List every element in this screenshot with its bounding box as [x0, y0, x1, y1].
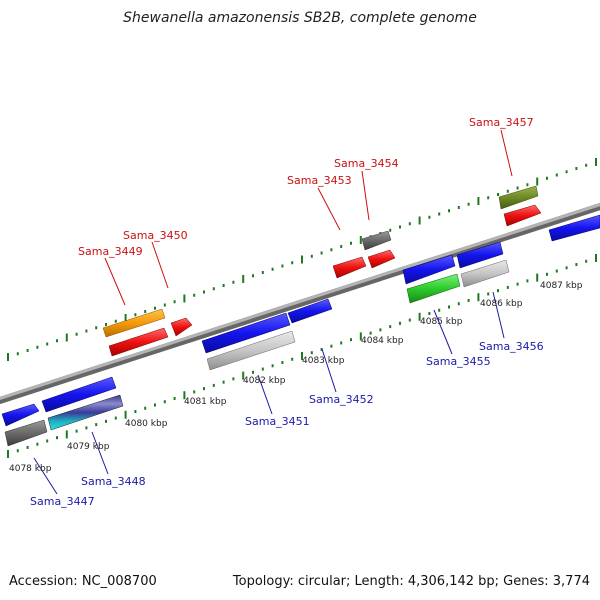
- gene-label[interactable]: Sama_3450: [123, 229, 188, 242]
- kbp-label: 4081 kbp: [184, 397, 227, 407]
- gene-arrow-blue[interactable]: [456, 241, 504, 269]
- gene-label[interactable]: Sama_3453: [287, 174, 352, 187]
- kbp-label: 4082 kbp: [243, 376, 286, 386]
- gene-label[interactable]: Sama_3455: [426, 355, 491, 368]
- gene-label[interactable]: Sama_3457: [469, 116, 534, 129]
- gene-label[interactable]: Sama_3451: [245, 415, 310, 428]
- leader-line: [500, 129, 513, 177]
- map-title: Shewanella amazonensis SB2B, complete ge…: [123, 10, 477, 26]
- gene-arrow-striped[interactable]: [47, 394, 124, 431]
- leader-line: [317, 187, 341, 231]
- tick-row-upper: [7, 158, 597, 361]
- gene-arrow-light-gray[interactable]: [206, 330, 296, 371]
- genome-backbone-shadow: [0, 202, 600, 405]
- gene-arrow-red[interactable]: [332, 256, 367, 279]
- gene-arrow-red[interactable]: [170, 317, 193, 337]
- leader-line: [492, 291, 505, 339]
- leader-line: [91, 431, 109, 475]
- leader-line: [104, 257, 126, 306]
- kbp-label: 4078 kbp: [9, 464, 52, 474]
- gene-arrow-blue[interactable]: [548, 214, 600, 242]
- kbp-label: 4087 kbp: [540, 281, 583, 291]
- gene-label[interactable]: Sama_3454: [334, 157, 399, 170]
- gene-arrow-blue[interactable]: [287, 298, 333, 324]
- gene-features: [1, 185, 600, 447]
- kbp-label: 4086 kbp: [480, 299, 523, 309]
- gene-arrow-blue[interactable]: [402, 254, 456, 285]
- gene-arrow-green[interactable]: [406, 273, 461, 304]
- leader-line: [361, 170, 370, 221]
- leader-line: [433, 309, 453, 355]
- gene-label[interactable]: Sama_3447: [30, 495, 95, 508]
- genome-summary-text: Topology: circular; Length: 4,306,142 bp…: [232, 574, 590, 589]
- gene-arrow-light-gray[interactable]: [460, 259, 510, 288]
- kbp-label: 4085 kbp: [420, 317, 463, 327]
- gene-arrow-blue[interactable]: [201, 312, 291, 354]
- gene-label[interactable]: Sama_3448: [81, 475, 146, 488]
- leader-lines: [33, 129, 513, 495]
- gene-label[interactable]: Sama_3456: [479, 340, 544, 353]
- leader-line: [257, 374, 273, 415]
- tick-row-lower: [7, 254, 597, 458]
- gene-arrow-red[interactable]: [108, 327, 169, 357]
- gene-arrow-gray[interactable]: [361, 230, 392, 251]
- gene-arrow-blue[interactable]: [1, 403, 40, 427]
- gene-arrow-red[interactable]: [367, 249, 396, 269]
- kbp-label: 4083 kbp: [302, 356, 345, 366]
- gene-arrow-gray[interactable]: [4, 419, 48, 447]
- gene-arrow-red[interactable]: [503, 204, 542, 227]
- kbp-label: 4084 kbp: [361, 336, 404, 346]
- leader-line: [151, 241, 169, 289]
- accession-text: Accession: NC_008700: [9, 574, 157, 589]
- kbp-label: 4079 kbp: [67, 442, 110, 452]
- gene-label[interactable]: Sama_3449: [78, 245, 143, 258]
- leader-line: [321, 348, 337, 393]
- gene-label[interactable]: Sama_3452: [309, 393, 374, 406]
- gene-arrow-olive[interactable]: [498, 185, 539, 210]
- gene-arrow-orange[interactable]: [102, 308, 166, 338]
- gene-arrow-blue[interactable]: [41, 376, 117, 413]
- kbp-label: 4080 kbp: [125, 419, 168, 429]
- leader-line: [33, 457, 58, 495]
- genome-backbone: [0, 203, 600, 400]
